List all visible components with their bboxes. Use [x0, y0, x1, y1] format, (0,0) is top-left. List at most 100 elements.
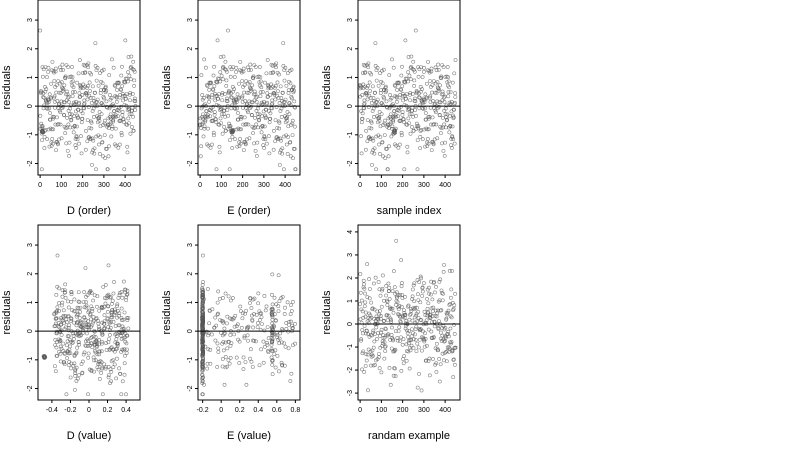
scatter-point: [95, 97, 100, 102]
scatter-point: [239, 325, 244, 330]
scatter-point: [39, 167, 44, 172]
scatter-point: [224, 84, 229, 88]
scatter-point: [67, 323, 72, 328]
scatter-point: [107, 347, 112, 352]
scatter-point: [389, 346, 394, 351]
scatter-point: [62, 351, 67, 356]
scatter-point: [86, 83, 90, 88]
scatter-point: [125, 318, 130, 322]
y-tick-label: 1: [187, 300, 194, 304]
scatter-point: [60, 288, 65, 293]
scatter-point: [266, 84, 271, 88]
scatter-point: [423, 106, 427, 111]
scatter-point: [117, 119, 122, 123]
scatter-point: [132, 84, 136, 88]
scatter-point: [120, 295, 125, 300]
scatter-point: [122, 347, 127, 352]
scatter-point: [89, 304, 94, 309]
scatter-point: [211, 104, 215, 109]
scatter-point: [278, 150, 282, 155]
scatter-point: [414, 324, 419, 329]
scatter-point: [290, 326, 295, 331]
scatter-point: [236, 96, 241, 101]
x-tick-label: 200: [77, 182, 89, 189]
scatter-point: [226, 126, 231, 131]
scatter-point: [265, 342, 270, 347]
scatter-point: [388, 338, 392, 342]
scatter-point: [430, 314, 435, 318]
scatter-point: [275, 125, 280, 130]
scatter-point: [224, 69, 229, 74]
y-axis-label: residuals: [321, 65, 333, 110]
scatter-point: [230, 146, 235, 151]
scatter-point: [436, 62, 441, 67]
scatter-point: [399, 104, 403, 109]
scatter-point: [446, 308, 451, 313]
scatter-point: [434, 122, 439, 127]
scatter-point: [38, 113, 43, 118]
scatter-point: [367, 287, 372, 291]
scatter-point: [84, 305, 89, 310]
scatter-point: [264, 141, 269, 146]
scatter-point: [453, 291, 458, 296]
scatter-point: [272, 312, 277, 317]
scatter-point: [429, 66, 434, 71]
scatter-point: [200, 306, 204, 311]
scatter-point: [121, 317, 126, 322]
scatter-point: [272, 92, 277, 97]
scatter-point: [393, 329, 398, 334]
scatter-point: [435, 99, 439, 104]
y-tick-label: 1: [27, 75, 34, 79]
scatter-point: [50, 59, 55, 64]
scatter-point: [200, 345, 205, 350]
scatter-point: [409, 54, 414, 59]
scatter-point: [360, 111, 365, 116]
scatter-point: [74, 124, 79, 129]
scatter-point: [365, 319, 370, 324]
scatter-point: [121, 117, 126, 122]
scatter-point: [364, 92, 369, 97]
scatter-point: [420, 293, 425, 298]
scatter-point: [290, 118, 295, 123]
scatter-point: [97, 308, 102, 313]
scatter-point: [67, 154, 71, 158]
scatter-point: [61, 308, 66, 313]
scatter-point: [97, 349, 102, 354]
scatter-point: [104, 146, 108, 151]
scatter-point: [259, 130, 264, 135]
scatter-point: [51, 127, 55, 132]
scatter-point: [256, 103, 261, 108]
scatter-point: [223, 365, 228, 370]
scatter-point: [199, 144, 204, 149]
scatter-point: [76, 299, 81, 304]
scatter-point: [101, 154, 105, 159]
scatter-point: [277, 336, 282, 341]
scatter-point: [249, 359, 254, 364]
scatter-point: [410, 297, 415, 302]
scatter-point: [212, 110, 217, 114]
scatter-point: [96, 362, 101, 366]
scatter-point: [411, 337, 416, 342]
scatter-point: [439, 74, 444, 79]
scatter-point: [419, 276, 424, 281]
scatter-point: [224, 98, 229, 103]
x-tick-label: -0.2: [197, 407, 209, 414]
scatter-point: [47, 92, 52, 97]
scatter-point: [438, 330, 443, 335]
scatter-point: [392, 285, 397, 290]
scatter-point: [360, 367, 364, 372]
scatter-point: [287, 112, 292, 116]
scatter-point: [280, 98, 284, 103]
scatter-point: [120, 379, 125, 384]
scatter-point: [66, 349, 70, 354]
scatter-point: [382, 133, 387, 137]
scatter-point: [265, 91, 270, 96]
scatter-point: [66, 305, 71, 310]
scatter-point: [120, 84, 125, 89]
scatter-point: [227, 339, 231, 344]
scatter-point: [370, 84, 375, 89]
scatter-point: [108, 333, 112, 337]
scatter-point: [364, 352, 369, 357]
scatter-point: [250, 318, 255, 323]
scatter-point: [100, 68, 104, 73]
